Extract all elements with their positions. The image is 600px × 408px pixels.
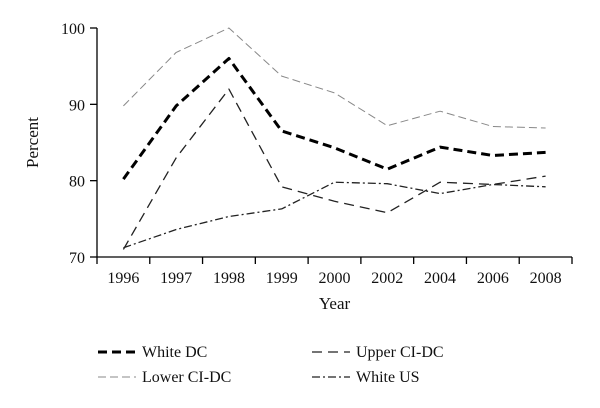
legend-label: Lower CI-DC bbox=[142, 369, 231, 386]
y-tick-label: 100 bbox=[61, 21, 85, 38]
x-tick-label: 2008 bbox=[530, 270, 562, 287]
x-tick-label: 2006 bbox=[477, 270, 509, 287]
series-line-lower-ci-dc bbox=[123, 27, 546, 129]
y-tick-label: 70 bbox=[69, 250, 85, 267]
legend-label: Upper CI-DC bbox=[356, 344, 444, 361]
x-axis-title: Year bbox=[319, 294, 351, 313]
series-line-upper-ci-dc bbox=[122, 88, 546, 250]
x-tick-label: 1998 bbox=[213, 270, 245, 287]
legend-label: White DC bbox=[142, 344, 207, 361]
series-lines bbox=[122, 27, 546, 250]
chart-axes: 70 80 90 100 1996 1997 1998 1999 2000 2002 2004 200… bbox=[61, 21, 573, 287]
y-axis-title: Percent bbox=[23, 117, 42, 168]
x-tick-label: 1997 bbox=[160, 270, 192, 287]
x-tick-label: 2004 bbox=[424, 270, 456, 287]
legend-label: White US bbox=[356, 369, 420, 386]
y-tick-label: 80 bbox=[69, 174, 85, 191]
x-tick-label: 2002 bbox=[371, 270, 403, 287]
legend: White DC Upper CI-DC Lower CI-DC White US bbox=[98, 344, 444, 386]
y-tick-label: 90 bbox=[69, 97, 85, 114]
x-tick-label: 1996 bbox=[107, 270, 139, 287]
series-line-white-dc bbox=[122, 57, 546, 180]
x-tick-label: 2000 bbox=[319, 270, 351, 287]
series-line-white-us bbox=[123, 181, 546, 249]
x-tick-label: 1999 bbox=[266, 270, 298, 287]
